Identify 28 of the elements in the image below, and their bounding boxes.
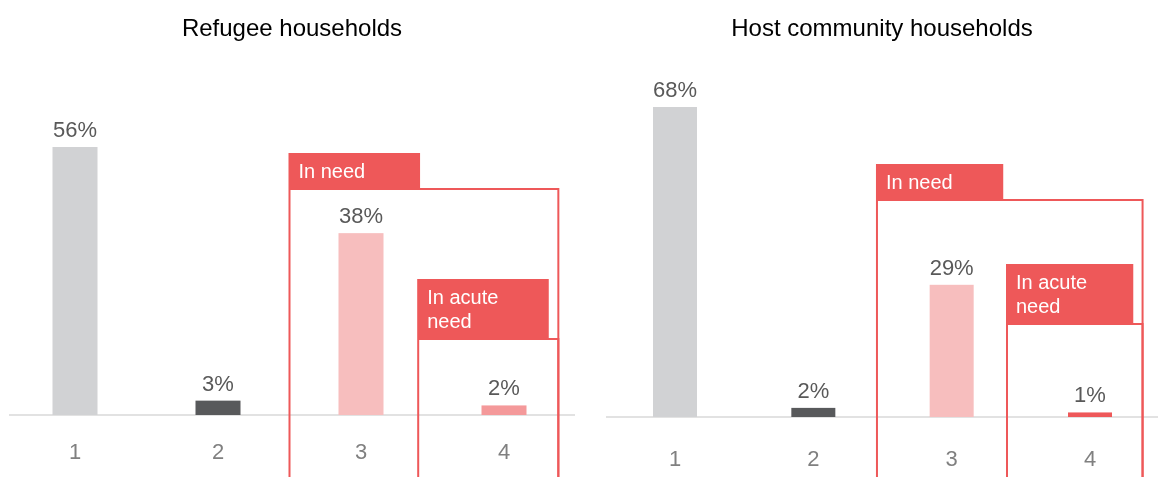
chart-title: Refugee households (181, 14, 403, 41)
bar (929, 284, 974, 417)
data-label: 29% (929, 254, 974, 280)
annotation: In need (298, 160, 366, 182)
x-tick-label: 4 (1083, 446, 1097, 471)
data-label: 56% (52, 117, 98, 142)
data-label: 2% (797, 377, 830, 403)
annotation: In acute need (1016, 271, 1088, 317)
bar (1068, 412, 1112, 417)
chart-title: Host community households (731, 14, 1033, 41)
x-tick-label: 1 (668, 446, 682, 471)
bar (481, 405, 527, 415)
x-tick-label: 3 (354, 439, 368, 464)
x-tick-label: 4 (497, 439, 511, 464)
data-label: 3% (202, 370, 234, 396)
x-tick-label: 2 (807, 446, 820, 471)
bar (338, 233, 384, 415)
annotation: In need (885, 171, 953, 193)
annotation: In acute need (427, 286, 499, 332)
data-label: 68% (652, 77, 698, 102)
data-label: 2% (488, 375, 520, 401)
x-tick-label: 2 (211, 439, 225, 464)
bar (195, 400, 241, 415)
x-tick-label: 3 (945, 446, 958, 471)
bar (791, 407, 836, 417)
x-tick-label: 1 (68, 439, 82, 464)
data-label: 1% (1074, 382, 1106, 408)
data-label: 38% (338, 203, 384, 229)
